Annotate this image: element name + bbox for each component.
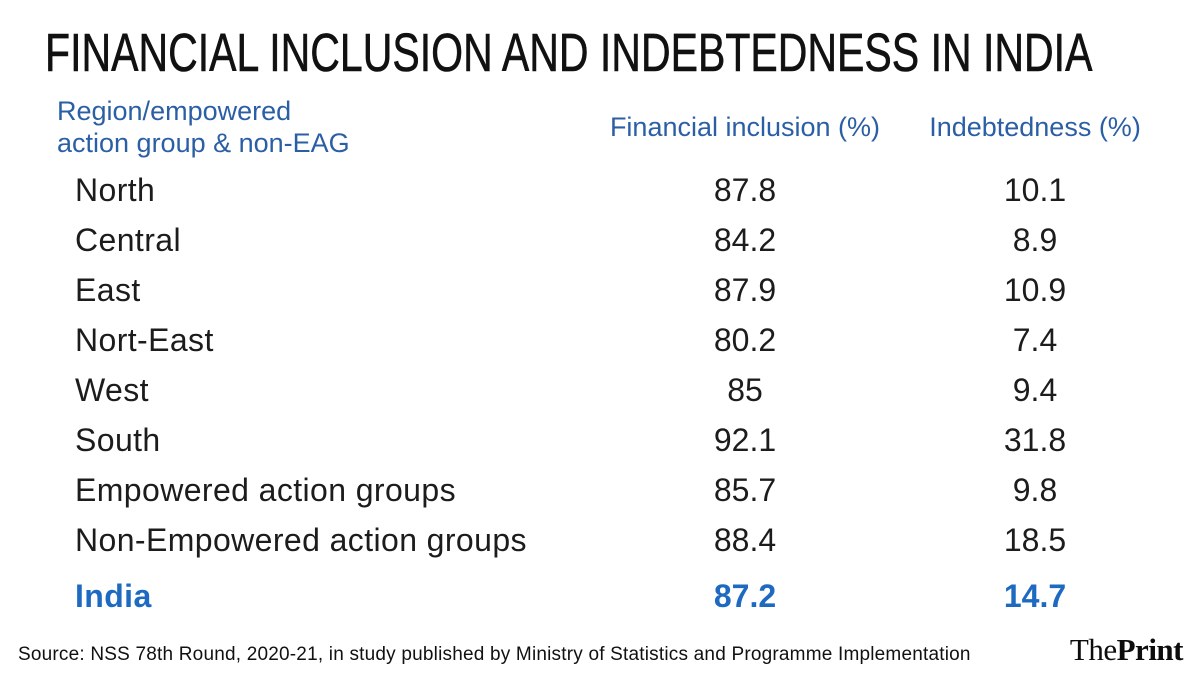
row-label: Nort-East	[75, 321, 214, 358]
value-financial-inclusion: 85	[727, 371, 763, 408]
value-indebtedness: 8.9	[1012, 221, 1058, 258]
table-row: East 87.9 10.9	[0, 265, 1200, 315]
value-indebtedness: 10.9	[1003, 271, 1067, 308]
value-financial-inclusion: 84.2	[713, 221, 777, 258]
column-header-region: Region/empowered action group & non-EAG	[0, 95, 605, 159]
value-financial-inclusion: 92.1	[713, 421, 777, 458]
theprint-logo: ThePrint	[1069, 632, 1184, 668]
row-label: East	[75, 271, 141, 308]
value-indebtedness: 14.7	[1003, 577, 1067, 614]
value-indebtedness: 10.1	[1003, 171, 1067, 208]
value-financial-inclusion: 88.4	[713, 521, 777, 558]
value-indebtedness: 7.4	[1012, 321, 1058, 358]
row-label: Central	[75, 221, 181, 258]
value-financial-inclusion: 85.7	[713, 471, 777, 508]
row-label: India	[75, 577, 152, 614]
row-label: West	[75, 371, 149, 408]
value-financial-inclusion: 87.8	[713, 171, 777, 208]
table-header-row: Region/empowered action group & non-EAG …	[0, 95, 1200, 159]
value-financial-inclusion: 87.9	[713, 271, 777, 308]
column-header-region-line1: Region/empowered	[57, 96, 292, 126]
table-body: North 87.8 10.1 Central 84.2 8.9 East 87…	[0, 165, 1200, 621]
row-label: Non-Empowered action groups	[75, 521, 527, 558]
value-indebtedness: 18.5	[1003, 521, 1067, 558]
theprint-logo-the: The	[1069, 632, 1117, 667]
table-row: Central 84.2 8.9	[0, 215, 1200, 265]
value-indebtedness: 9.8	[1012, 471, 1058, 508]
table-row: Nort-East 80.2 7.4	[0, 315, 1200, 365]
column-header-financial-inclusion: Financial inclusion (%)	[609, 111, 881, 142]
table-row: South 92.1 31.8	[0, 415, 1200, 465]
table-row-india-total: India 87.2 14.7	[0, 571, 1200, 621]
table-row: West 85 9.4	[0, 365, 1200, 415]
row-label: Empowered action groups	[75, 471, 456, 508]
column-header-region-line2: action group & non-EAG	[57, 128, 350, 158]
table-row: Non-Empowered action groups 88.4 18.5	[0, 515, 1200, 565]
page-title: FINANCIAL INCLUSION AND INDEBTEDNESS IN …	[45, 23, 1093, 83]
value-indebtedness: 9.4	[1012, 371, 1058, 408]
column-header-indebtedness: Indebtedness (%)	[929, 111, 1141, 142]
source-note: Source: NSS 78th Round, 2020-21, in stud…	[18, 644, 971, 665]
value-financial-inclusion: 80.2	[713, 321, 777, 358]
value-indebtedness: 31.8	[1003, 421, 1067, 458]
row-label: South	[75, 421, 161, 458]
value-financial-inclusion: 87.2	[713, 577, 777, 614]
table-row: North 87.8 10.1	[0, 165, 1200, 215]
table-row: Empowered action groups 85.7 9.8	[0, 465, 1200, 515]
row-label: North	[75, 171, 156, 208]
theprint-logo-print: Print	[1116, 632, 1184, 667]
